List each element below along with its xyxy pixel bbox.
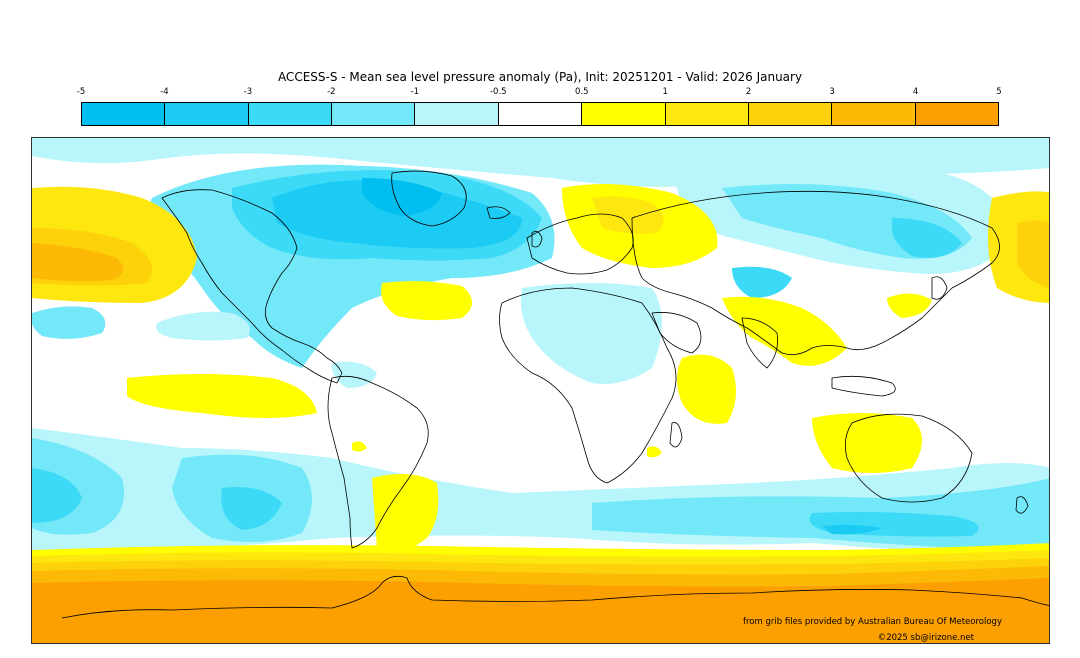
anomaly-pos-arabian xyxy=(677,354,736,424)
colorbar-tick-label: -2 xyxy=(327,87,336,97)
map-title: ACCESS-S - Mean sea level pressure anoma… xyxy=(277,70,803,84)
colorbar-tick-label: 2 xyxy=(745,87,752,97)
copyright-credit: ©2025 sb@irizone.net xyxy=(877,633,974,643)
coast-asia xyxy=(631,190,1000,356)
colorbar-tick-label: 3 xyxy=(829,87,835,97)
anomaly-pos-antarctic-5 xyxy=(32,578,1049,643)
anomaly-field xyxy=(32,138,1049,643)
colorbar-segment xyxy=(165,103,249,125)
coast-africa xyxy=(499,287,677,484)
anomaly-africa-sahara xyxy=(520,283,662,384)
anomaly-pos-australia xyxy=(812,413,922,473)
coast-antarctica xyxy=(61,575,1049,619)
coast-greenland xyxy=(391,170,467,227)
anomaly-npac-mid xyxy=(156,311,250,341)
anomaly-pos-japan xyxy=(887,293,932,318)
coast-south-america xyxy=(327,375,429,549)
anomaly-pos-india xyxy=(722,296,847,366)
colorbar-segment xyxy=(582,103,666,125)
coast-arabia xyxy=(651,312,702,354)
anomaly-pos-npac-west-3 xyxy=(32,243,124,282)
colorbar-segment xyxy=(498,103,583,125)
coast-indonesia xyxy=(831,375,896,397)
colorbar-segment xyxy=(82,103,166,125)
colorbar-tick-label: 5 xyxy=(996,87,1002,97)
coast-iceland xyxy=(486,206,511,219)
world-map xyxy=(31,137,1050,644)
colorbar-segment xyxy=(748,103,833,125)
colorbar-tick-label: -5 xyxy=(76,87,86,97)
colorbar-tick-label: -0.5 xyxy=(489,87,507,97)
anomaly-pos-trop-pacific xyxy=(127,374,317,418)
colorbar-legend xyxy=(81,102,999,126)
anomaly-south-pacific-core xyxy=(32,468,82,523)
anomaly-pos-bolivia xyxy=(352,441,367,452)
anomaly-trop-atlantic xyxy=(331,361,377,388)
colorbar-tick-label: -3 xyxy=(243,87,253,97)
coast-uk xyxy=(531,230,543,248)
colorbar-segment xyxy=(915,103,998,125)
colorbar-segment xyxy=(665,103,749,125)
coast-north-america xyxy=(161,189,343,384)
colorbar-tick-label: 4 xyxy=(912,87,919,97)
anomaly-pos-mozambique xyxy=(647,446,662,458)
colorbar-segment xyxy=(832,103,916,125)
colorbar-tick-label: 1 xyxy=(662,87,668,97)
anomaly-central-asia xyxy=(732,266,792,298)
anomaly-pos-scandinavia-2 xyxy=(592,196,664,234)
anomaly-greenland-peak xyxy=(362,178,442,216)
colorbar-segment xyxy=(248,103,333,125)
anomaly-pos-natlantic xyxy=(381,281,472,321)
anomaly-se-pacific-core xyxy=(221,487,282,530)
colorbar-tick-label: 0.5 xyxy=(574,87,589,97)
coast-japan xyxy=(931,276,948,300)
colorbar-tick-label: -1 xyxy=(410,87,420,97)
coast-australia xyxy=(844,413,973,503)
coast-india xyxy=(741,317,778,369)
anomaly-pos-npac-east-2 xyxy=(1017,220,1049,288)
anomaly-east-asia-core xyxy=(892,218,962,258)
colorbar-tick-labels: -5 -4 -3 -2 -1 -0.5 0.5 1 2 3 4 5 xyxy=(77,87,1002,99)
data-source-credit: from grib files provided by Australian B… xyxy=(742,617,1002,627)
anomaly-indian-south-peak xyxy=(822,524,882,535)
coast-europe xyxy=(526,213,634,275)
colorbar-tick-label: -4 xyxy=(160,87,169,97)
anomaly-npac-west xyxy=(32,306,106,339)
anomaly-pos-argentina xyxy=(372,474,439,552)
coast-madagascar xyxy=(669,422,683,448)
coastlines xyxy=(61,170,1049,619)
colorbar-segment xyxy=(332,103,416,125)
colorbar-segment xyxy=(415,103,499,125)
coast-new-zealand xyxy=(1015,496,1029,514)
